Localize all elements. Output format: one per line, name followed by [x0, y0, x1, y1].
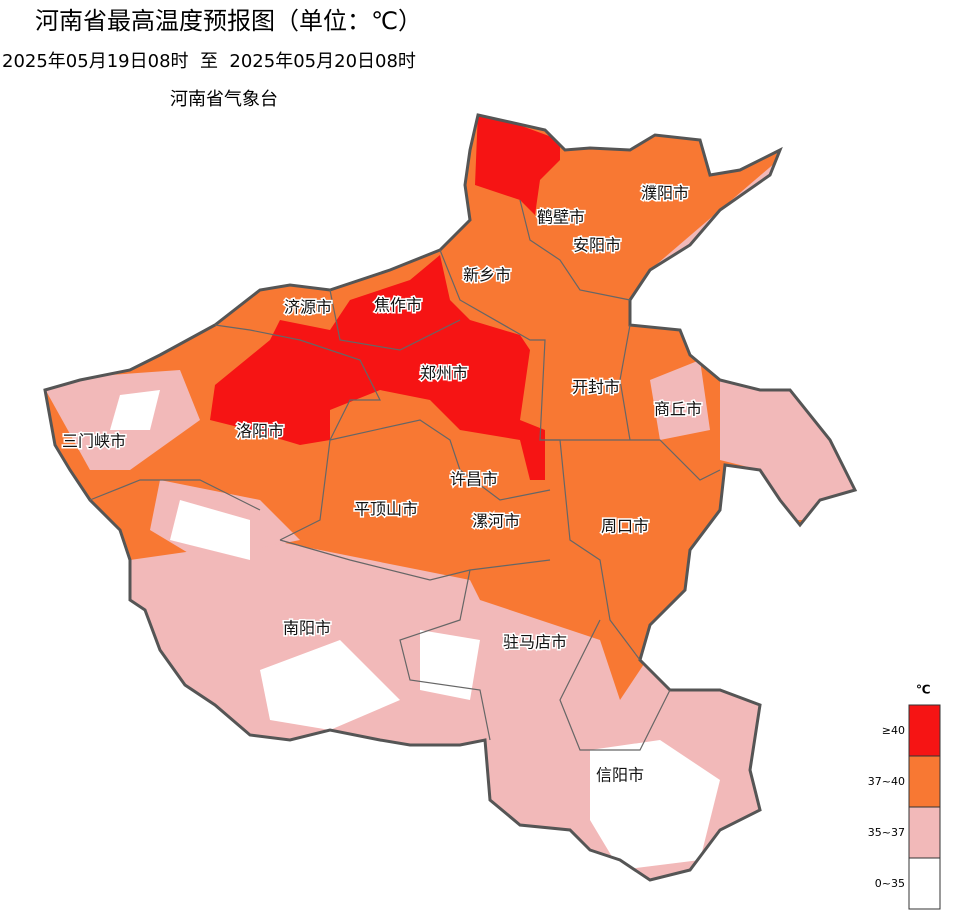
city-label: 平顶山市	[354, 500, 418, 519]
zone-35-37	[650, 360, 710, 440]
zone-35-37	[720, 380, 855, 520]
legend-swatch	[908, 857, 941, 910]
legend-swatch	[908, 755, 941, 808]
legend-label: 37~40	[868, 775, 905, 788]
zone-0-35	[590, 740, 720, 870]
city-label: 济源市	[284, 298, 332, 317]
legend-label: 0~35	[875, 877, 905, 890]
zone-0-35	[170, 500, 250, 560]
city-label: 三门峡市	[62, 432, 126, 451]
zone-37-40	[45, 115, 855, 880]
city-label: 洛阳市	[236, 422, 284, 441]
city-label: 新乡市	[463, 266, 511, 285]
legend-swatch	[908, 806, 941, 859]
agency: 河南省气象台	[170, 89, 278, 110]
temperature-field	[45, 115, 855, 880]
legend-label: ≥40	[882, 724, 905, 737]
city-label: 濮阳市	[641, 184, 689, 203]
city-label: 焦作市	[374, 296, 422, 315]
city-label: 许昌市	[450, 470, 498, 489]
legend-label: 35~37	[868, 826, 905, 839]
city-label: 商丘市	[654, 400, 702, 419]
city-label: 信阳市	[596, 766, 644, 785]
legend-swatch	[908, 704, 941, 757]
zone-ge-40	[210, 255, 545, 480]
city-borders	[89, 199, 721, 751]
zone-ge-40	[475, 115, 560, 215]
city-label: 周口市	[601, 517, 649, 536]
map-subtitle: 2025年05月19日08时 至 2025年05月20日08时	[2, 51, 416, 72]
city-label: 安阳市	[573, 236, 621, 255]
zone-0-35	[260, 640, 400, 730]
city-label: 南阳市	[283, 619, 331, 638]
map-title: 河南省最高温度预报图（单位：℃）	[35, 7, 422, 35]
legend-unit: ℃	[916, 683, 931, 697]
zone-0-35	[110, 390, 160, 430]
city-label: 鹤壁市	[537, 208, 585, 227]
legend: ℃ ≥40 37~40 35~37 0~35	[868, 683, 941, 910]
city-label: 漯河市	[472, 512, 520, 531]
city-label: 驻马店市	[503, 633, 567, 652]
zone-0-35	[420, 630, 480, 700]
city-label: 开封市	[572, 378, 620, 397]
city-label: 郑州市	[420, 364, 468, 383]
